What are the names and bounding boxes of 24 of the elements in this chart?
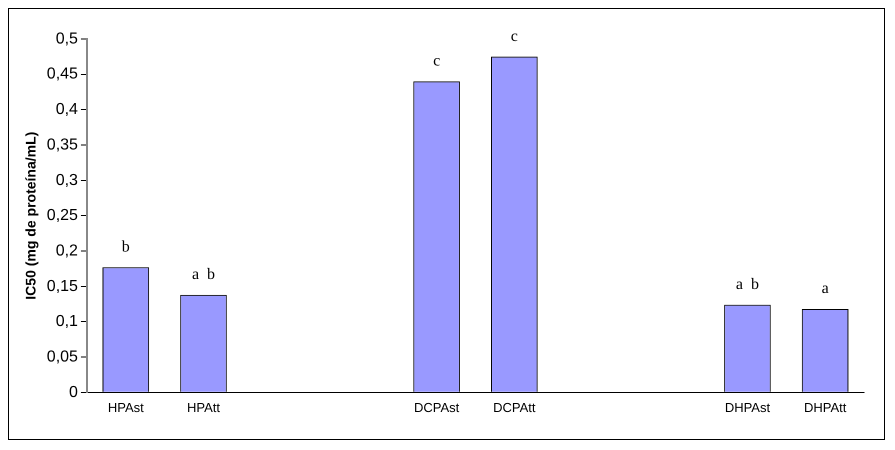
x-tick-label: DCPAst [414,400,460,415]
annotation: c [510,28,518,45]
x-tick-label: HPAtt [187,400,220,415]
annotation: a b [192,266,216,284]
text: 0 [69,384,78,401]
x-tick-label: DCPAtt [493,400,536,415]
y-tick-label: 0,3 [56,172,78,189]
y-tick-label: 0,1 [56,313,78,330]
y-tick-label: 0,05 [46,348,78,366]
y-tick-label: 0,45 [46,66,78,83]
annotation: c [433,52,440,70]
y-tick-label: 0,5 [56,30,78,48]
annotation: a b [736,276,759,293]
y-tick-label: 0,25 [46,207,78,224]
y-tick-label: 0,2 [56,242,78,260]
y-tick-label: 0,4 [56,101,78,118]
y-tick-label: 0,35 [46,136,78,154]
y-axis-title: IC50 (mg de proteína/mL) [22,132,38,300]
x-tick-label: HPAst [108,400,144,415]
annotation: a [822,280,829,298]
x-tick-label: DHPAtt [804,400,847,415]
y-tick-label: 0,15 [46,278,78,295]
x-tick-label: DHPAst [724,400,770,415]
annotation: b [122,238,130,256]
